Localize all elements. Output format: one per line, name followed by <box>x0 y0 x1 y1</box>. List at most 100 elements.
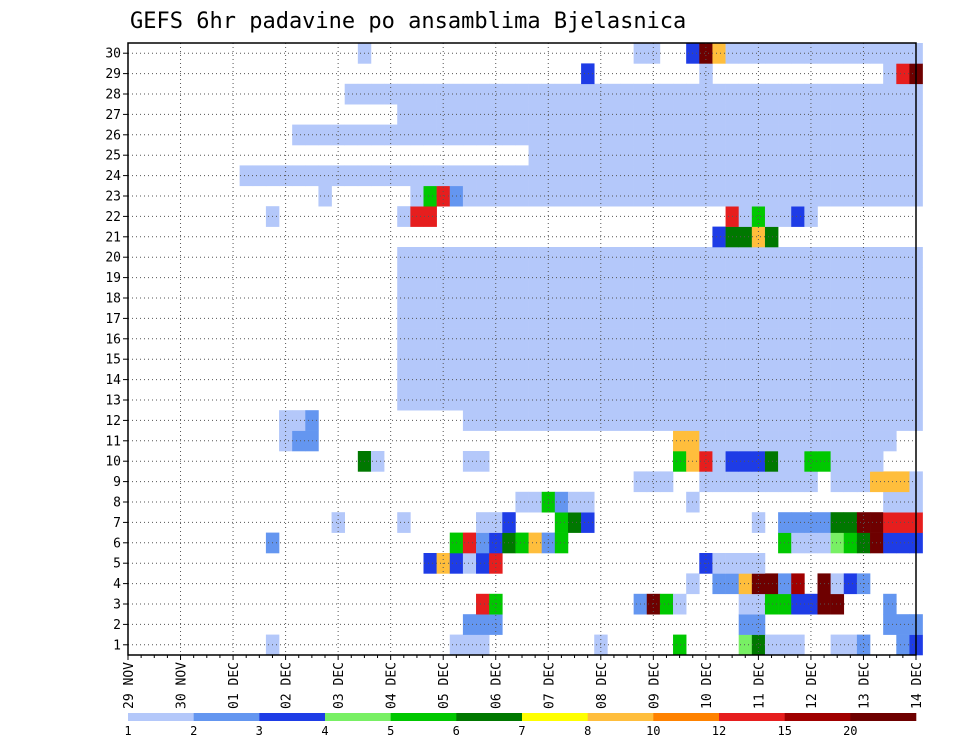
y-tick-label: 10 <box>105 455 121 470</box>
heatmap-cell <box>620 308 634 329</box>
x-tick-label: 04 DEC <box>385 662 400 709</box>
heatmap-cell <box>738 451 753 472</box>
heatmap-cell <box>502 124 516 146</box>
x-tick-label: 07 DEC <box>542 662 557 709</box>
heatmap-cell <box>883 145 897 166</box>
heatmap-cell <box>476 104 490 125</box>
heatmap-cell <box>620 104 634 125</box>
heatmap-cell <box>646 593 661 615</box>
heatmap-cell <box>554 389 569 411</box>
heatmap-cell <box>502 369 516 391</box>
heatmap-cell <box>581 308 595 329</box>
heatmap-cell <box>712 104 726 125</box>
heatmap-cell <box>528 104 542 125</box>
y-tick-label: 19 <box>105 271 121 286</box>
heatmap-cell <box>607 410 621 431</box>
heatmap-cell <box>830 247 845 268</box>
heatmap-cell <box>659 593 674 615</box>
heatmap-cell <box>462 308 477 329</box>
heatmap-cell <box>436 389 451 411</box>
heatmap-cell <box>738 247 753 268</box>
y-axis: 1234567891011121314151617181920212223242… <box>105 47 128 653</box>
heatmap-cell <box>620 124 634 146</box>
heatmap-cell <box>620 247 634 268</box>
heatmap-cell <box>673 430 687 452</box>
heatmap-cell <box>423 369 437 391</box>
heatmap-cell <box>659 328 674 350</box>
heatmap-cell <box>712 369 726 391</box>
heatmap-cell <box>410 104 424 125</box>
heatmap-cell <box>830 104 845 125</box>
heatmap-cell <box>699 83 713 105</box>
heatmap-cell <box>397 308 411 329</box>
heatmap-cell <box>554 308 569 329</box>
heatmap-cell <box>581 267 595 289</box>
heatmap-cell <box>567 349 582 370</box>
heatmap-cell <box>883 369 897 391</box>
heatmap-cell <box>804 328 818 350</box>
heatmap-cell <box>738 573 753 595</box>
heatmap-cell <box>476 451 490 472</box>
heatmap-cell <box>646 185 661 207</box>
heatmap-cell <box>764 389 779 411</box>
heatmap-cell <box>883 267 897 289</box>
heatmap-cell <box>502 389 516 411</box>
heatmap-cell <box>384 83 398 105</box>
y-tick-label: 1 <box>113 638 121 653</box>
heatmap-cell <box>712 430 726 452</box>
heatmap-cell <box>620 145 634 166</box>
heatmap-cell <box>502 185 516 207</box>
heatmap-cell <box>581 512 595 533</box>
heatmap-cell <box>646 308 661 329</box>
colorbar-swatch <box>850 713 917 721</box>
heatmap-cell <box>410 185 424 207</box>
heatmap-cell <box>515 104 529 125</box>
heatmap-cell <box>791 328 805 350</box>
heatmap-cell <box>646 43 661 64</box>
heatmap-cell <box>751 512 766 533</box>
heatmap-cell <box>830 593 845 615</box>
heatmap-cell <box>896 532 910 554</box>
heatmap-cell <box>410 83 424 105</box>
heatmap-cell <box>581 349 595 370</box>
heatmap-cell <box>397 124 411 146</box>
heatmap-cell <box>515 410 529 431</box>
heatmap-cell <box>791 124 805 146</box>
heatmap-cell <box>883 185 897 207</box>
heatmap-cell <box>462 369 477 391</box>
heatmap-cell <box>896 369 910 391</box>
heatmap-cell <box>804 593 818 615</box>
heatmap-cell <box>673 287 687 309</box>
heatmap-cell <box>567 83 582 105</box>
y-tick-label: 27 <box>105 108 121 123</box>
heatmap-cell <box>620 369 634 391</box>
heatmap-cell <box>804 532 818 554</box>
heatmap-cell <box>883 593 897 615</box>
heatmap-cell <box>397 83 411 105</box>
heatmap-cell <box>896 410 910 431</box>
heatmap-cell <box>397 369 411 391</box>
heatmap-cell <box>515 491 529 513</box>
heatmap-cell <box>554 512 569 533</box>
heatmap-cell <box>712 43 726 64</box>
colorbar-label: 5 <box>387 724 394 738</box>
heatmap-cell <box>423 104 437 125</box>
y-tick-label: 25 <box>105 149 121 164</box>
heatmap-cell <box>397 104 411 125</box>
heatmap-cell <box>370 165 385 187</box>
heatmap-cell <box>331 512 345 533</box>
heatmap-cell <box>791 247 805 268</box>
heatmap-cell <box>528 287 542 309</box>
y-tick-label: 6 <box>113 536 121 551</box>
heatmap-cell <box>712 124 726 146</box>
heatmap-cell <box>462 267 477 289</box>
heatmap-cell <box>462 165 477 187</box>
colorbar-label: 15 <box>777 724 791 738</box>
heatmap-cell <box>738 226 753 248</box>
heatmap-cell <box>659 185 674 207</box>
heatmap-cell <box>804 451 818 472</box>
heatmap-cell <box>370 451 385 472</box>
colorbar: 1 2 3 4 5 6 7 8 10 12 15 20 <box>124 713 917 738</box>
heatmap-cell <box>673 308 687 329</box>
heatmap-cell <box>791 430 805 452</box>
